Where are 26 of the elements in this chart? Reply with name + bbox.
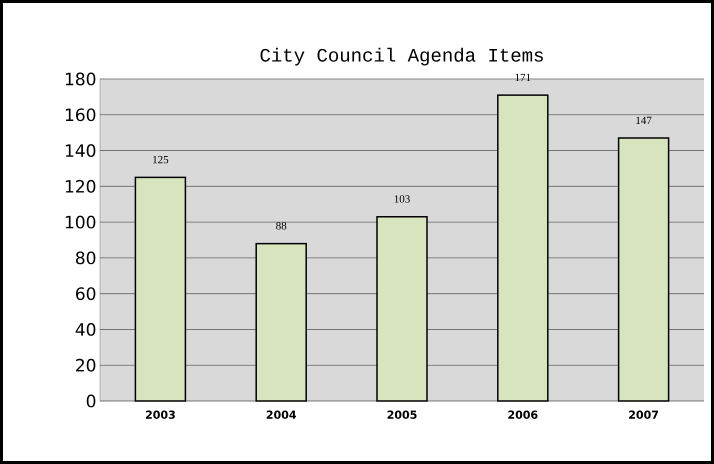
y-tick-label: 160	[66, 108, 96, 122]
bar	[497, 94, 549, 402]
data-label: 103	[394, 195, 410, 203]
data-label: 147	[636, 116, 652, 124]
x-tick-label: 2004	[266, 410, 296, 419]
bar	[376, 216, 428, 402]
y-tick-label: 120	[66, 180, 96, 193]
y-tick-label: 40	[76, 323, 96, 336]
y-tick-label: 20	[76, 358, 96, 372]
y-tick-label: 100	[66, 216, 96, 229]
chart-title: City Council Agenda Items	[260, 48, 543, 66]
bar	[618, 137, 670, 402]
x-tick-label: 2007	[629, 410, 658, 419]
bar	[134, 176, 186, 402]
x-tick-label: 2005	[388, 410, 417, 419]
data-label: 171	[516, 74, 530, 82]
y-tick-label: 0	[86, 394, 96, 408]
data-label: 125	[153, 156, 168, 164]
y-tick-label: 140	[66, 144, 96, 157]
x-tick-label: 2006	[508, 410, 538, 419]
y-tick-label: 180	[66, 72, 96, 86]
x-tick-label: 2003	[146, 410, 175, 419]
data-label: 88	[276, 222, 286, 230]
y-tick-label: 80	[76, 251, 96, 264]
bar	[255, 242, 307, 402]
y-tick-label: 60	[76, 287, 96, 300]
